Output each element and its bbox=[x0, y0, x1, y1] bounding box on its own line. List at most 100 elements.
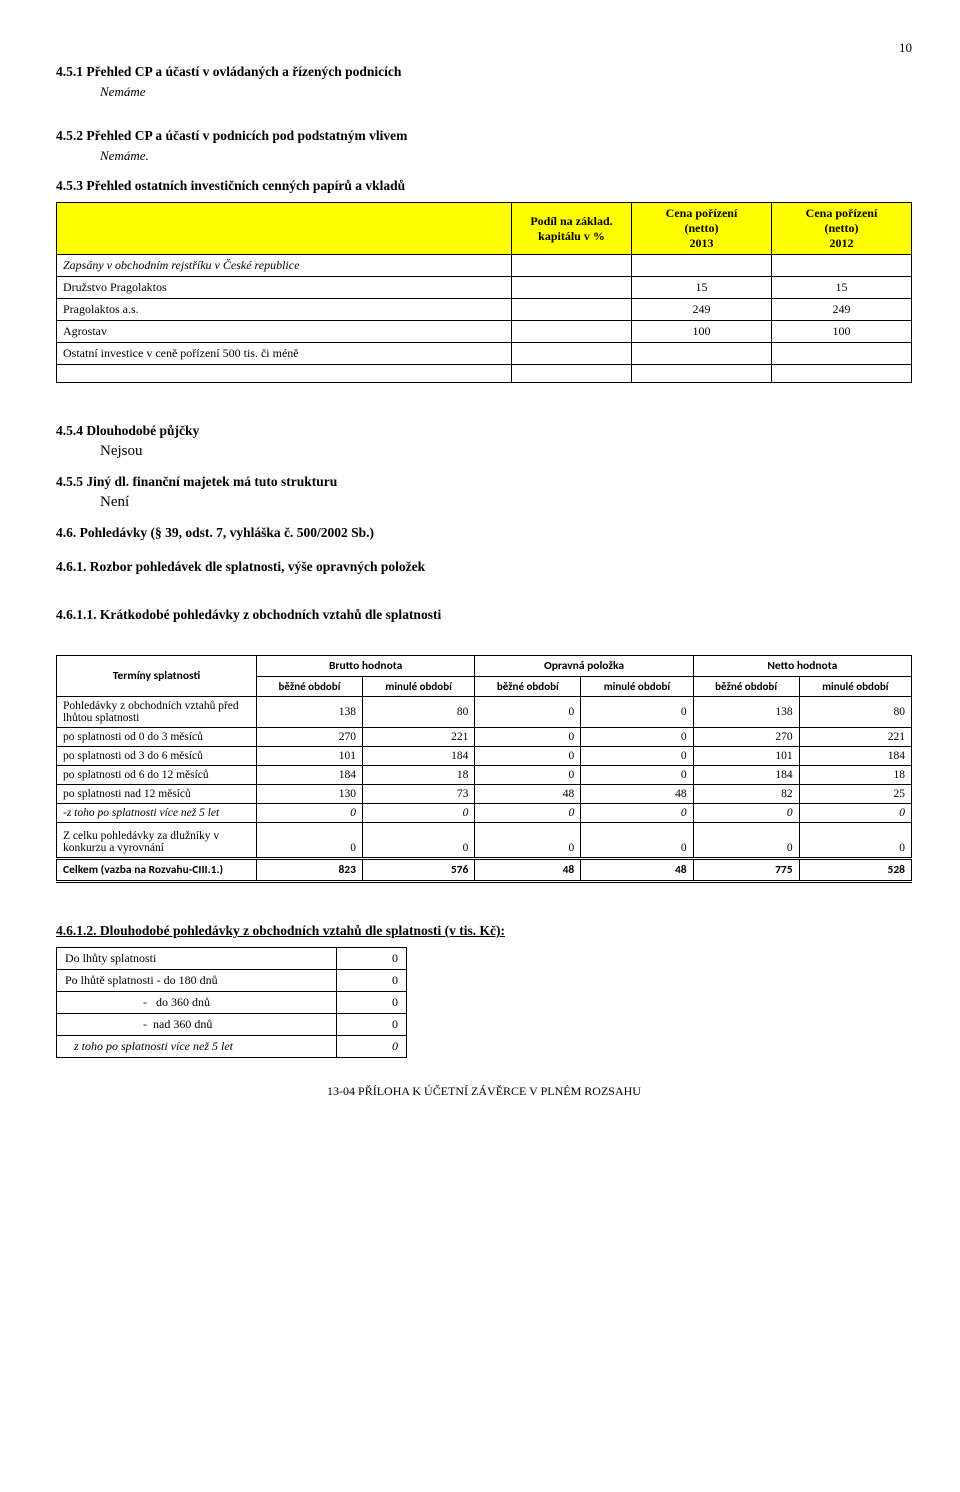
cell: 48 bbox=[475, 785, 581, 804]
cell: 101 bbox=[257, 747, 363, 766]
note-4-5-2: Nemáme. bbox=[100, 148, 912, 164]
cell: 0 bbox=[257, 823, 363, 859]
table-row: Pohledávky z obchodních vztahů před lhůt… bbox=[57, 697, 912, 728]
cell: 138 bbox=[257, 697, 363, 728]
cell: 138 bbox=[693, 697, 799, 728]
cell: po splatnosti nad 12 měsíců bbox=[57, 785, 257, 804]
t453-h2-l1: Podíl na základ. bbox=[530, 214, 612, 228]
table-4-6-1-1: Termíny splatnosti Brutto hodnota Opravn… bbox=[56, 655, 912, 883]
cell: 221 bbox=[799, 728, 911, 747]
cell: 0 bbox=[475, 766, 581, 785]
t453-h1 bbox=[57, 203, 512, 255]
table-row: po splatnosti od 0 do 3 měsíců 270 221 0… bbox=[57, 728, 912, 747]
cell: z toho po splatnosti více než 5 let bbox=[57, 1036, 337, 1058]
cell: 0 bbox=[337, 1036, 407, 1058]
cell: 0 bbox=[475, 728, 581, 747]
cell: 775 bbox=[693, 859, 799, 882]
heading-4-6: 4.6. Pohledávky (§ 39, odst. 7, vyhláška… bbox=[56, 525, 912, 541]
cell bbox=[512, 255, 632, 277]
cell: 0 bbox=[475, 823, 581, 859]
table-row: Do lhůty splatnosti0 bbox=[57, 948, 407, 970]
t453-h4-l3: 2012 bbox=[830, 236, 854, 250]
cell: 270 bbox=[693, 728, 799, 747]
cell: 80 bbox=[799, 697, 911, 728]
table-row: Po lhůtě splatnosti - do 180 dnů0 bbox=[57, 970, 407, 992]
cell: 0 bbox=[581, 697, 693, 728]
heading-4-6-1-2-text: 4.6.1.2. Dlouhodobé pohledávky z obchodn… bbox=[56, 923, 505, 938]
cell bbox=[512, 321, 632, 343]
cell: 0 bbox=[581, 804, 693, 823]
cell: 184 bbox=[257, 766, 363, 785]
table-row: po splatnosti od 3 do 6 měsíců 101 184 0… bbox=[57, 747, 912, 766]
cell: Pragolaktos a.s. bbox=[57, 299, 512, 321]
cell: 184 bbox=[693, 766, 799, 785]
cell: po splatnosti od 3 do 6 měsíců bbox=[57, 747, 257, 766]
cell bbox=[632, 343, 772, 365]
t453-h2: Podíl na základ. kapitálu v % bbox=[512, 203, 632, 255]
table-row: z toho po splatnosti více než 5 let0 bbox=[57, 1036, 407, 1058]
cell: 48 bbox=[475, 859, 581, 882]
table-row: Ostatní investice v ceně pořízení 500 ti… bbox=[57, 343, 912, 365]
t453-h3-l3: 2013 bbox=[690, 236, 714, 250]
cell: 0 bbox=[257, 804, 363, 823]
heading-4-5-1: 4.5.1 Přehled CP a účastí v ovládaných a… bbox=[56, 64, 912, 80]
cell: Ostatní investice v ceně pořízení 500 ti… bbox=[57, 343, 512, 365]
cell: 0 bbox=[337, 992, 407, 1014]
note-4-5-4: Nejsou bbox=[100, 443, 912, 460]
cell: po splatnosti od 6 do 12 měsíců bbox=[57, 766, 257, 785]
cell: 0 bbox=[581, 766, 693, 785]
cell: 0 bbox=[581, 728, 693, 747]
t453-h4-l2: (netto) bbox=[825, 221, 859, 235]
note-4-5-1: Nemáme bbox=[100, 84, 912, 100]
cell bbox=[512, 343, 632, 365]
cell bbox=[57, 365, 512, 383]
heading-4-6-1-2: 4.6.1.2. Dlouhodobé pohledávky z obchodn… bbox=[56, 923, 912, 939]
cell: Z celku pohledávky za dlužníky v konkurz… bbox=[57, 823, 257, 859]
cell: 18 bbox=[362, 766, 474, 785]
cell: 48 bbox=[581, 785, 693, 804]
note-4-5-5: Není bbox=[100, 494, 912, 511]
cell: 0 bbox=[799, 804, 911, 823]
page-footer: 13-04 PŘÍLOHA K ÚČETNÍ ZÁVĚRCE V PLNÉM R… bbox=[56, 1084, 912, 1099]
heading-4-5-2: 4.5.2 Přehled CP a účastí v podnicích po… bbox=[56, 128, 912, 144]
cell: 18 bbox=[799, 766, 911, 785]
cell: Pohledávky z obchodních vztahů před lhůt… bbox=[57, 697, 257, 728]
table-row: Zapsány v obchodním rejstříku v České re… bbox=[57, 255, 912, 277]
table-row bbox=[57, 365, 912, 383]
cell: Celkem (vazba na Rozvahu-CIII.1.) bbox=[57, 859, 257, 882]
table-row-total: Celkem (vazba na Rozvahu-CIII.1.) 823 57… bbox=[57, 859, 912, 882]
heading-4-6-1: 4.6.1. Rozbor pohledávek dle splatnosti,… bbox=[56, 559, 912, 575]
cell: 0 bbox=[362, 823, 474, 859]
cell: 221 bbox=[362, 728, 474, 747]
cell: 576 bbox=[362, 859, 474, 882]
cell: 73 bbox=[362, 785, 474, 804]
cell bbox=[632, 365, 772, 383]
t453-h4: Cena pořízení (netto) 2012 bbox=[772, 203, 912, 255]
cell bbox=[772, 365, 912, 383]
cell: 101 bbox=[693, 747, 799, 766]
cell: 0 bbox=[337, 1014, 407, 1036]
cell: 0 bbox=[693, 823, 799, 859]
sub: minulé období bbox=[362, 677, 474, 697]
cell: 100 bbox=[772, 321, 912, 343]
cell bbox=[772, 255, 912, 277]
heading-4-5-5: 4.5.5 Jiný dl. finanční majetek má tuto … bbox=[56, 474, 912, 490]
cell bbox=[512, 365, 632, 383]
t453-h4-l1: Cena pořízení bbox=[806, 206, 878, 220]
heading-4-6-1-1: 4.6.1.1. Krátkodobé pohledávky z obchodn… bbox=[56, 607, 912, 623]
cell: 15 bbox=[772, 277, 912, 299]
cell: 0 bbox=[362, 804, 474, 823]
t453-h3: Cena pořízení (netto) 2013 bbox=[632, 203, 772, 255]
heading-4-5-4: 4.5.4 Dlouhodobé půjčky bbox=[56, 423, 912, 439]
cell: Zapsány v obchodním rejstříku v České re… bbox=[57, 255, 512, 277]
cell: 48 bbox=[581, 859, 693, 882]
cell: Do lhůty splatnosti bbox=[57, 948, 337, 970]
t4611-brutto: Brutto hodnota bbox=[257, 656, 475, 677]
cell: 0 bbox=[581, 747, 693, 766]
heading-4-5-3: 4.5.3 Přehled ostatních investičních cen… bbox=[56, 178, 912, 194]
cell: 0 bbox=[475, 747, 581, 766]
table-row: Z celku pohledávky za dlužníky v konkurz… bbox=[57, 823, 912, 859]
cell: Agrostav bbox=[57, 321, 512, 343]
cell: Po lhůtě splatnosti - do 180 dnů bbox=[57, 970, 337, 992]
page-number: 10 bbox=[56, 40, 912, 56]
